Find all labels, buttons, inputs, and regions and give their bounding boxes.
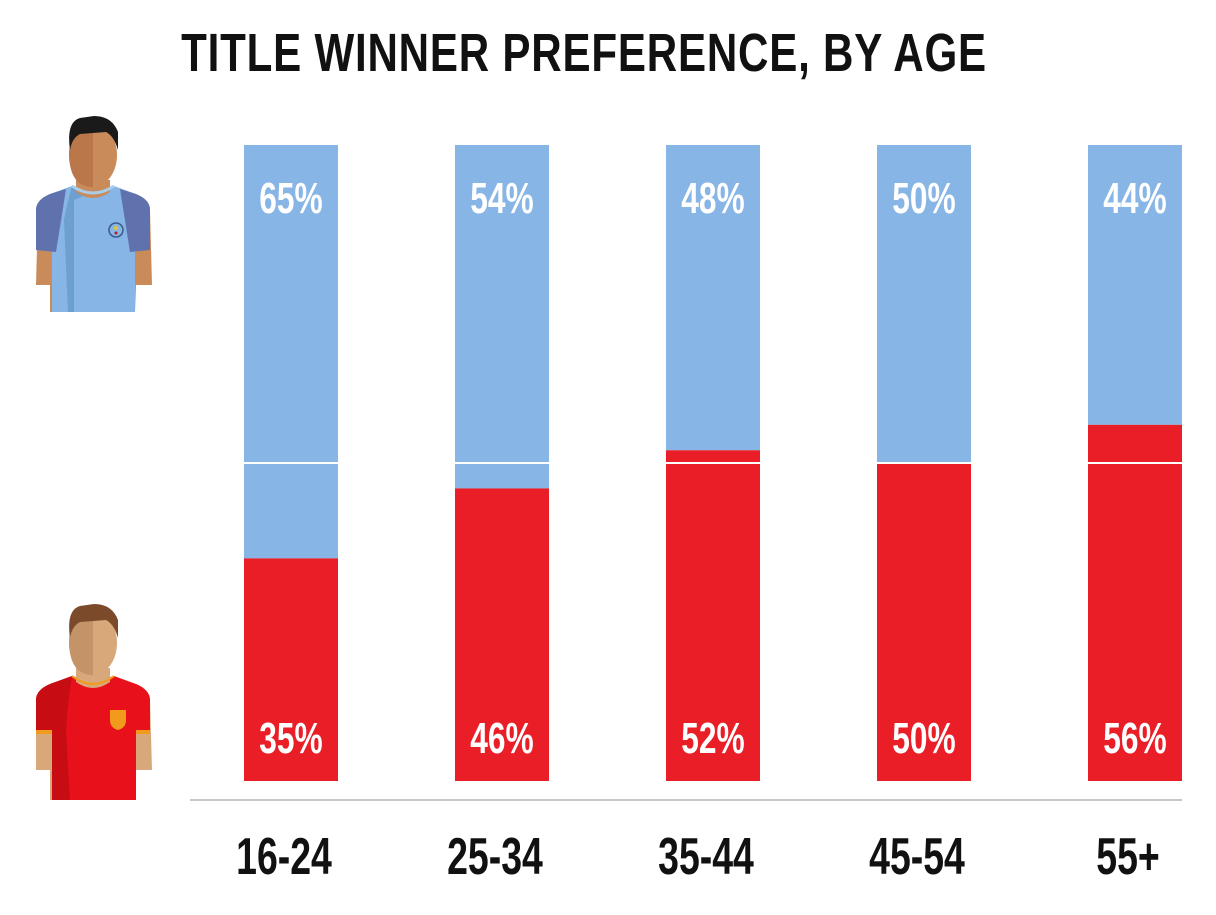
blue-kit-player-icon	[36, 116, 152, 312]
x-tick-label: 35-44	[658, 827, 754, 886]
bar-top-segment	[877, 145, 971, 463]
data-label-top: 50%	[892, 174, 955, 223]
bar-bottom-segment	[1088, 424, 1182, 781]
data-label-top: 65%	[259, 174, 322, 223]
data-label-top: 48%	[681, 174, 744, 223]
bar-bottom-segment	[877, 463, 971, 781]
bar-top-segment	[666, 145, 760, 451]
x-tick-label: 55+	[1096, 827, 1159, 886]
data-label-bottom: 50%	[892, 714, 955, 763]
data-label-bottom: 56%	[1103, 714, 1166, 763]
bar-top-segment	[244, 145, 338, 559]
data-label-bottom: 52%	[681, 714, 744, 763]
x-tick-label: 16-24	[236, 827, 332, 886]
bar-bottom-segment	[244, 558, 338, 781]
x-tick-label: 25-34	[447, 827, 543, 886]
bar-top-segment	[1088, 145, 1182, 425]
bar-top-segment	[455, 145, 549, 489]
chart-title: TITLE WINNER PREFERENCE, BY AGE	[181, 23, 987, 83]
data-label-bottom: 46%	[470, 714, 533, 763]
red-kit-player-icon	[36, 604, 152, 800]
bar-bottom-segment	[455, 488, 549, 781]
data-label-top: 54%	[470, 174, 533, 223]
bar-bottom-segment	[666, 450, 760, 781]
x-tick-label: 45-54	[869, 827, 965, 886]
data-label-top: 44%	[1103, 174, 1166, 223]
data-label-bottom: 35%	[259, 714, 322, 763]
